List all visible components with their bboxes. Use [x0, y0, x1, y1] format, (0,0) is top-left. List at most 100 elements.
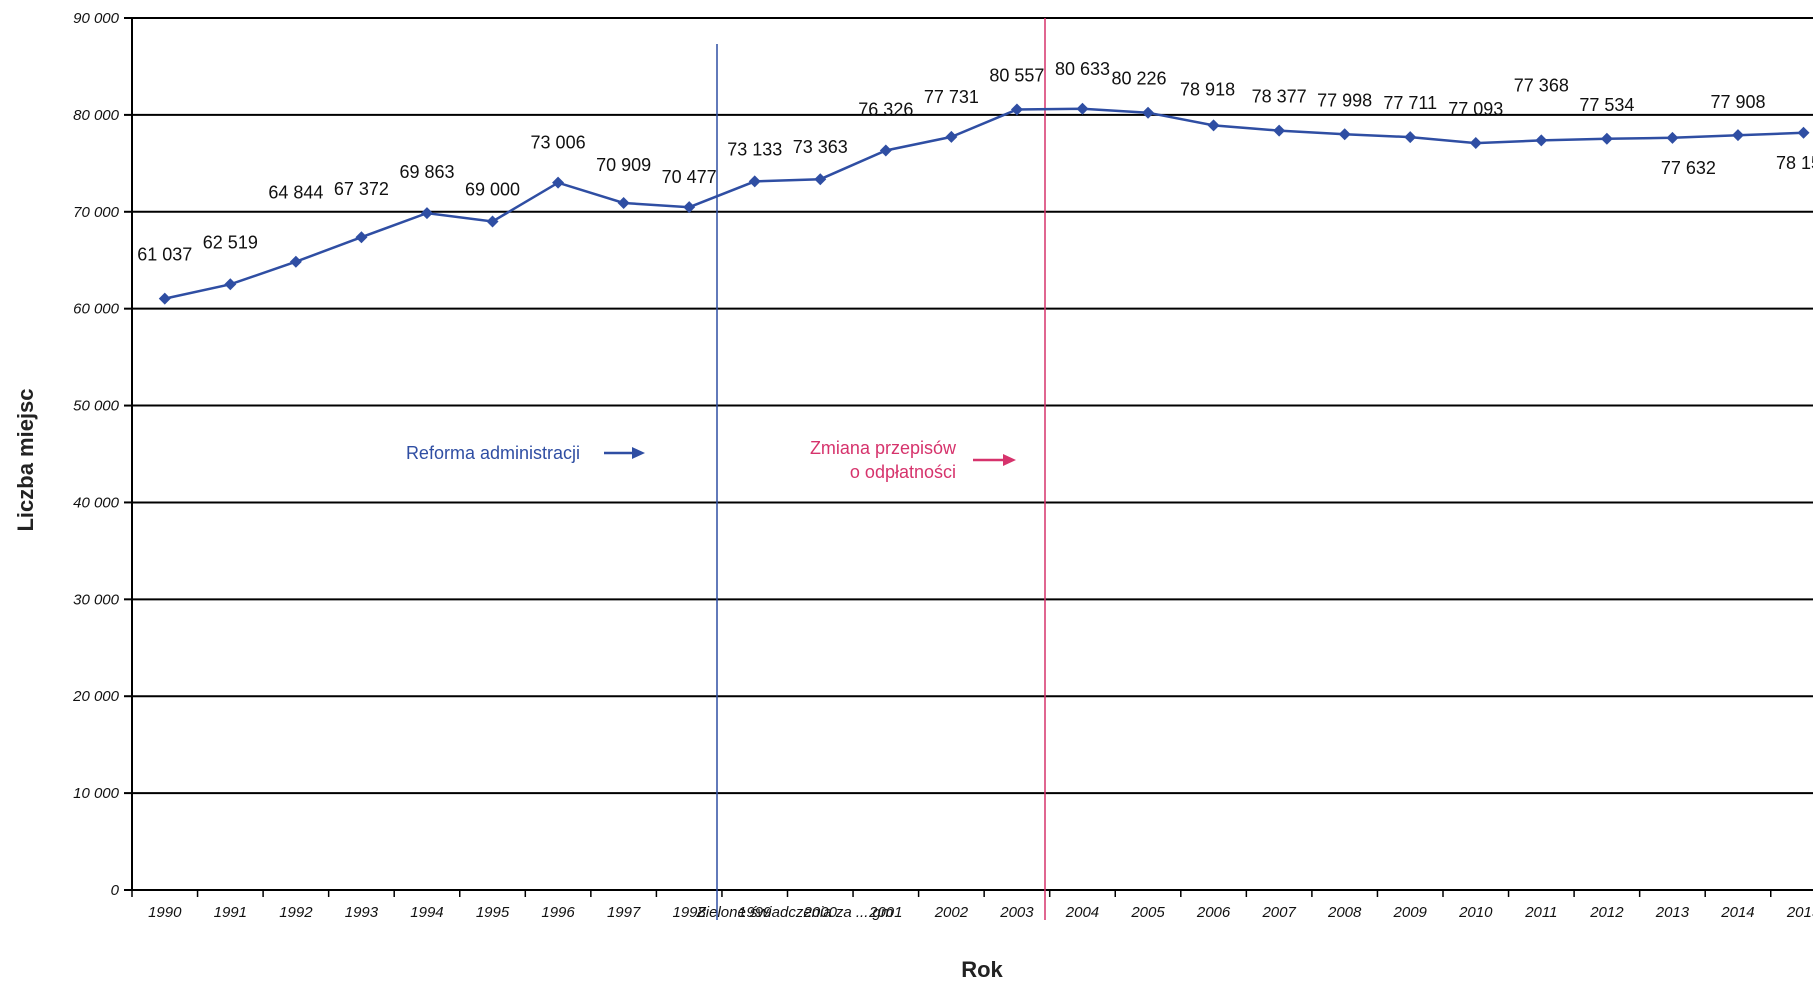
x-tick-label: 1997: [607, 904, 641, 921]
gridlines: [124, 17, 1813, 891]
data-label: 67 372: [334, 179, 389, 199]
x-tick-label: 1993: [345, 904, 379, 921]
x-tick-label: 2010: [1458, 904, 1493, 921]
data-point: [420, 207, 433, 220]
x-tick-label: 2014: [1720, 904, 1754, 921]
x-tick-label: 2009: [1393, 904, 1428, 921]
data-point: [945, 130, 958, 143]
arrow-icon: [632, 447, 645, 459]
data-point: [879, 144, 892, 157]
x-tick-label: 2008: [1327, 904, 1362, 921]
x-tick-label: 1999: [738, 904, 772, 921]
data-point: [1404, 131, 1417, 144]
annotation-text-reform: Reforma administracji: [406, 443, 580, 463]
data-labels: 61 037 62 519 64 844 67 372 69 863 69 000 73 0…: [137, 59, 1813, 265]
y-tick-label: 70 000: [73, 204, 120, 221]
x-tick-label: 1992: [279, 904, 313, 921]
data-point: [683, 201, 696, 214]
data-label: 69 863: [399, 162, 454, 182]
annotation-text-fees-line1: Zmiana przepisów: [810, 438, 957, 458]
data-point: [1076, 102, 1089, 115]
data-label: 64 844: [268, 183, 323, 203]
data-label: 78 918: [1180, 79, 1235, 99]
data-label: 69 000: [465, 179, 520, 199]
y-tick-label: 20 000: [72, 688, 120, 705]
data-point: [355, 231, 368, 244]
y-tick-labels: 0 10 000 20 000 30 000 40 000 50 000 60 000 70 …: [72, 10, 120, 899]
data-label: 70 477: [662, 167, 717, 187]
data-point: [158, 292, 171, 305]
x-tick-label: 1994: [410, 904, 443, 921]
x-tick-label: 2005: [1130, 904, 1165, 921]
y-tick-label: 30 000: [73, 591, 120, 608]
data-label: 80 226: [1111, 69, 1166, 89]
x-overlay-text-group: Zielone świadczenia za ... gm: [696, 904, 894, 921]
annotation-text-fees-line2: o odpłatności: [850, 462, 956, 482]
arrow-icon: [1003, 454, 1016, 466]
x-tick-label: 2015: [1786, 904, 1813, 921]
x-tick-label: 1995: [476, 904, 510, 921]
data-label: 77 908: [1710, 92, 1765, 112]
data-point: [552, 176, 565, 189]
data-label: 73 006: [531, 133, 586, 153]
x-tick-label: 1996: [541, 904, 575, 921]
event-lines: [716, 18, 1046, 920]
data-label: 78 154: [1776, 153, 1813, 173]
x-tick-label: 2006: [1196, 904, 1231, 921]
data-point: [1010, 103, 1023, 116]
data-point: [1142, 106, 1155, 119]
x-tick-label: 2004: [1065, 904, 1099, 921]
data-point: [814, 173, 827, 186]
x-overlay-text: Zielone świadczenia za ... gm: [696, 904, 894, 921]
y-tick-label: 50 000: [73, 398, 120, 415]
x-tick-label: 1991: [214, 904, 247, 921]
data-point: [486, 215, 499, 228]
data-point: [748, 175, 761, 188]
data-label: 77 711: [1383, 93, 1437, 113]
series-group: [158, 102, 1810, 305]
data-label: 62 519: [203, 232, 258, 252]
x-tick-label: 2012: [1589, 904, 1624, 921]
x-tick-label: 1990: [148, 904, 182, 921]
x-tick-labels: 1990 1991 1992 1993 1994 1995 1996 1997 1998 1999…: [148, 904, 1813, 921]
annotations: Reforma administracji Zmiana przepisów o o…: [406, 438, 1016, 482]
data-point: [1666, 131, 1679, 144]
x-axis-title: Rok: [961, 957, 1003, 982]
data-point: [1469, 137, 1482, 150]
data-point: [289, 255, 302, 268]
y-tick-label: 80 000: [73, 107, 120, 124]
data-point: [1207, 119, 1220, 132]
y-tick-label: 90 000: [73, 10, 120, 27]
data-label: 80 633: [1055, 59, 1110, 79]
data-label: 77 093: [1448, 99, 1503, 119]
y-tick-label: 0: [111, 882, 120, 899]
y-tick-label: 10 000: [73, 785, 120, 802]
data-point: [1731, 129, 1744, 142]
data-label: 61 037: [137, 245, 192, 265]
data-label: 73 363: [793, 137, 848, 157]
x-tick-marks: [131, 890, 1772, 897]
x-tick-label: 2003: [999, 904, 1034, 921]
x-tick-label: 1998: [672, 904, 706, 921]
data-label: 77 632: [1661, 158, 1716, 178]
x-tick-label: 2000: [803, 904, 838, 921]
data-label: 73 133: [727, 139, 782, 159]
data-label: 77 998: [1317, 90, 1372, 110]
x-tick-label: 2011: [1524, 904, 1557, 921]
data-point: [617, 196, 630, 209]
data-label: 77 534: [1579, 95, 1634, 115]
data-label: 78 377: [1252, 87, 1307, 107]
data-label: 77 368: [1514, 75, 1569, 95]
data-point: [1338, 128, 1351, 141]
data-label: 80 557: [989, 65, 1044, 85]
y-tick-label: 60 000: [73, 301, 120, 318]
data-label: 77 731: [924, 87, 979, 107]
x-tick-label: 2013: [1655, 904, 1690, 921]
data-point: [224, 278, 237, 291]
x-tick-label: 2002: [934, 904, 969, 921]
series-line: [164, 107, 1804, 300]
data-point: [1273, 124, 1286, 137]
data-label: 76 326: [858, 99, 913, 119]
x-tick-label: 2007: [1261, 904, 1296, 921]
